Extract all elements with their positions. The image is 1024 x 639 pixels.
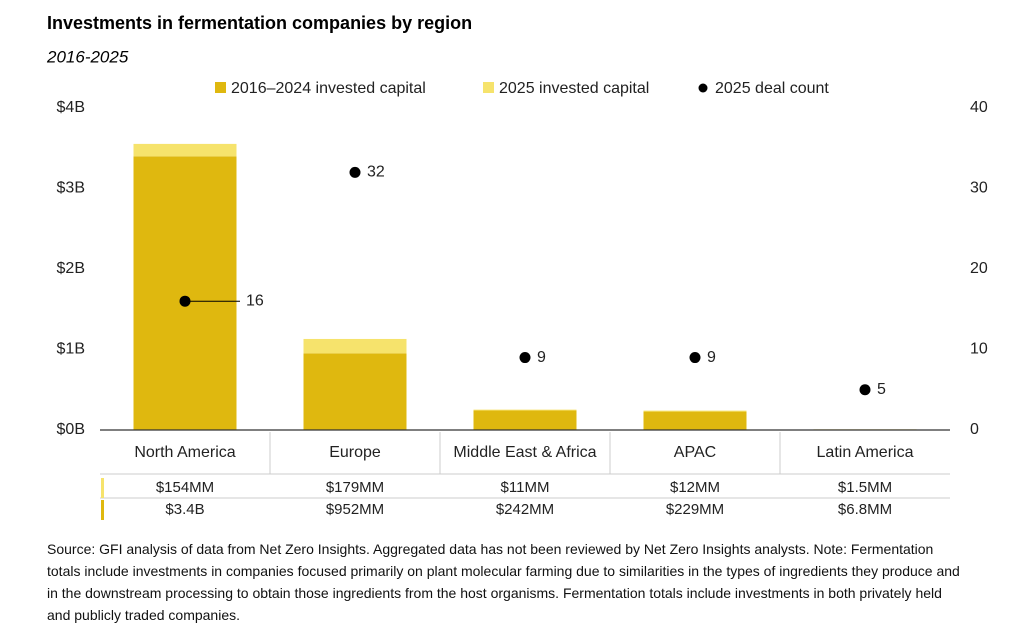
x-tick-label: Middle East & Africa — [453, 444, 596, 461]
y-tick-label: $3B — [57, 180, 85, 197]
y-tick-label: $1B — [57, 341, 85, 358]
bar — [133, 156, 237, 431]
bar — [303, 338, 407, 354]
bar — [133, 143, 237, 157]
source-note: Source: GFI analysis of data from Net Ze… — [47, 541, 960, 623]
data-label: 9 — [537, 349, 546, 366]
x-tick-label: Europe — [329, 444, 381, 461]
row-marker — [101, 478, 104, 498]
legend-marker — [483, 82, 494, 93]
data-label: 9 — [707, 349, 716, 366]
x-tick-label: Latin America — [817, 444, 914, 461]
chart: Investments in fermentation companies by… — [46, 13, 988, 520]
table-value: $952MM — [326, 501, 384, 518]
deal-count-dot — [519, 352, 531, 364]
table-value: $179MM — [326, 479, 384, 496]
table-value: $3.4B — [165, 501, 204, 518]
y2-tick-label: 40 — [970, 99, 988, 116]
legend-marker — [215, 82, 226, 93]
deal-count-dot — [349, 166, 361, 178]
bar — [473, 410, 577, 430]
bar — [643, 410, 747, 412]
chart-subtitle: 2016-2025 — [46, 47, 129, 66]
row-marker — [101, 500, 104, 520]
table-value: $12MM — [670, 479, 720, 496]
table-value: $11MM — [501, 479, 550, 496]
data-label: 16 — [246, 292, 264, 309]
legend-label: 2016–2024 invested capital — [231, 80, 426, 97]
y-tick-label: $0B — [57, 421, 85, 438]
deal-count-dot — [689, 352, 701, 364]
bar — [473, 409, 577, 411]
y2-tick-label: 30 — [970, 180, 988, 197]
y2-tick-label: 0 — [970, 421, 979, 438]
y2-tick-label: 10 — [970, 341, 988, 358]
table-value: $154MM — [156, 479, 214, 496]
x-tick-label: APAC — [674, 444, 716, 461]
deal-count-dot — [859, 384, 871, 396]
table-value: $242MM — [496, 501, 554, 518]
legend-label: 2025 invested capital — [499, 80, 649, 97]
bar — [643, 411, 747, 430]
chart-title: Investments in fermentation companies by… — [47, 13, 472, 33]
legend-label: 2025 deal count — [715, 80, 829, 97]
legend-marker — [698, 83, 708, 93]
data-label: 5 — [877, 381, 886, 398]
table-value: $1.5MM — [838, 479, 892, 496]
y2-tick-label: 20 — [970, 260, 988, 277]
bar — [303, 353, 407, 430]
table-value: $229MM — [666, 501, 724, 518]
data-label: 32 — [367, 164, 385, 181]
x-tick-label: North America — [134, 444, 235, 461]
y-tick-label: $4B — [57, 99, 85, 116]
table-value: $6.8MM — [838, 501, 892, 518]
y-tick-label: $2B — [57, 260, 85, 277]
